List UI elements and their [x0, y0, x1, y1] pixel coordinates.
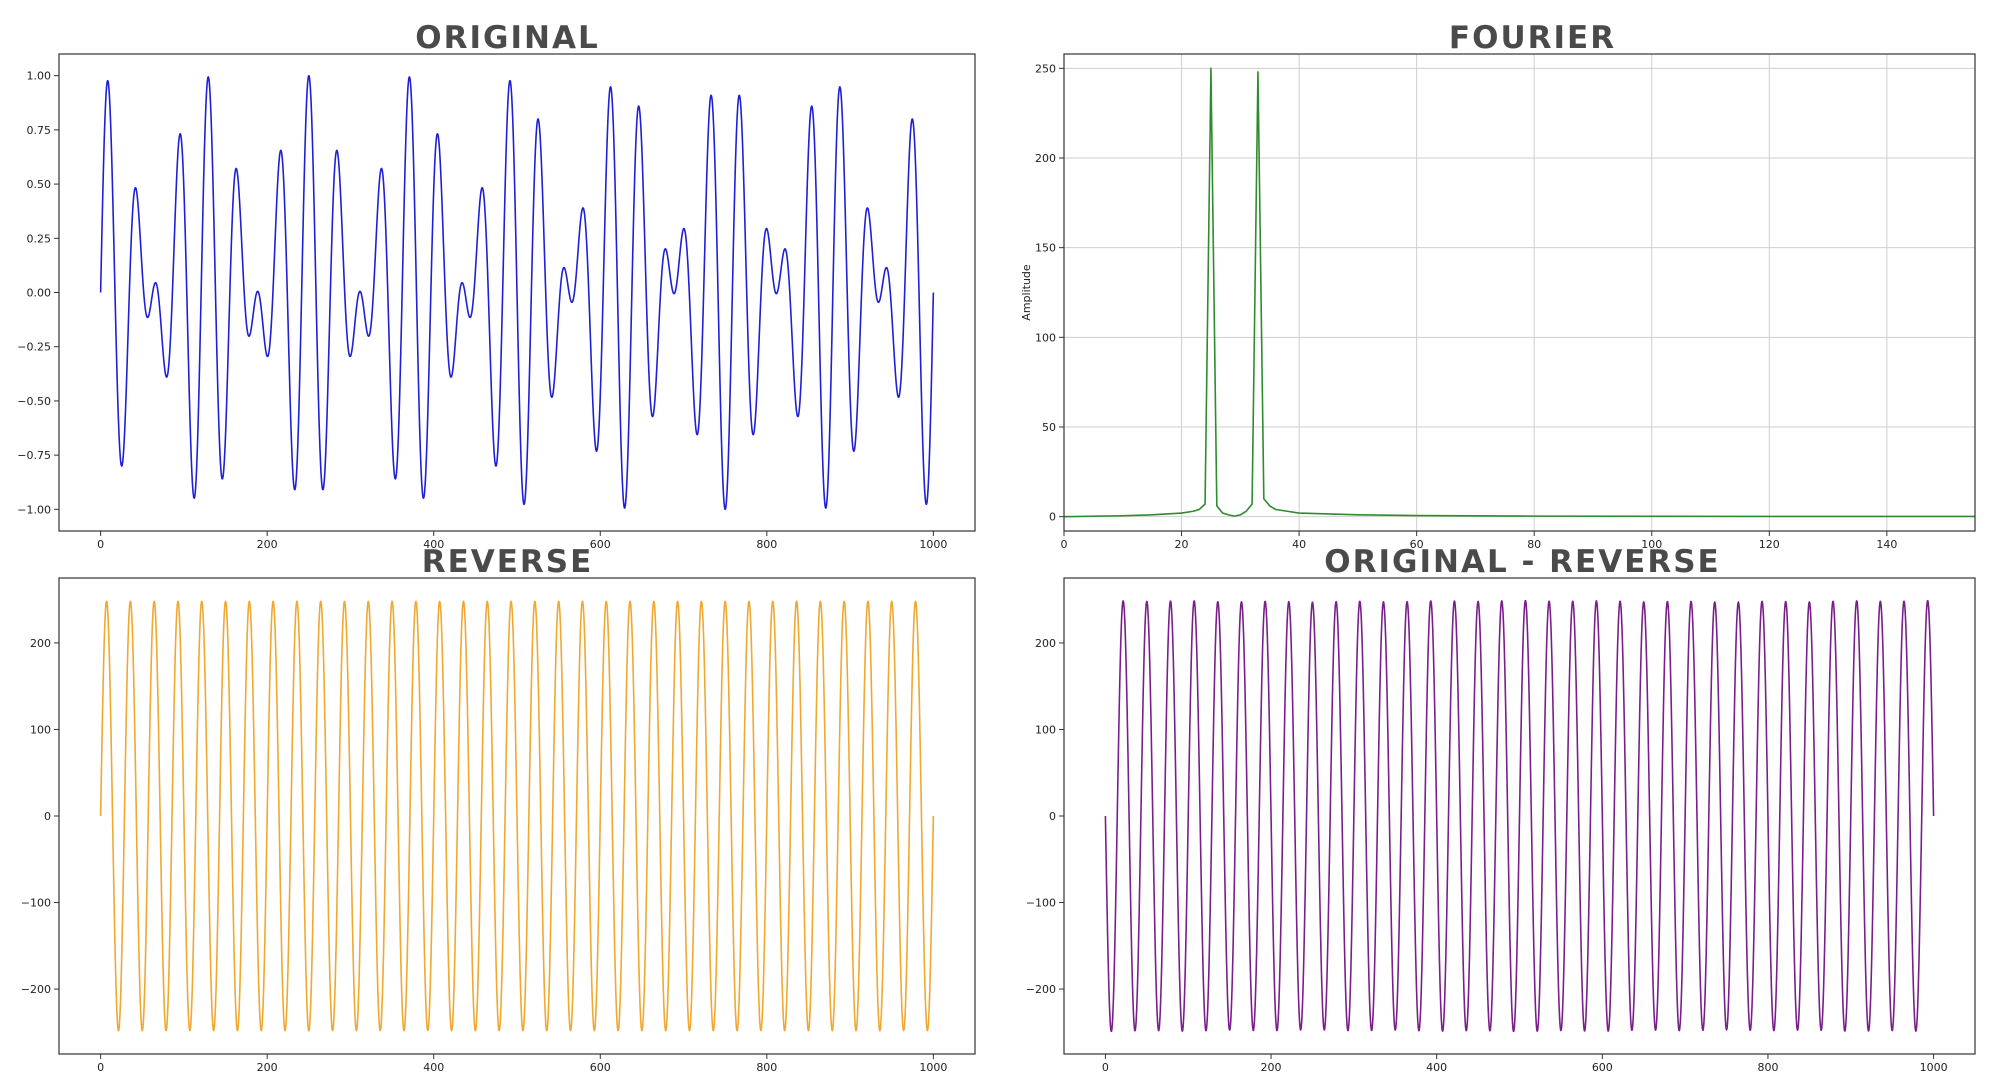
y-tick-label: 150 — [1035, 242, 1056, 255]
x-tick-label: 400 — [1426, 1061, 1447, 1074]
y-tick-label: −100 — [21, 897, 51, 910]
series-line — [1104, 599, 1935, 1033]
y-tick-label: −0.50 — [17, 395, 51, 408]
plot-frame — [1063, 53, 1976, 532]
x-tick-label: 200 — [257, 538, 278, 551]
x-tick-label: 0 — [1061, 538, 1068, 551]
x-tick-label: 1000 — [1920, 1061, 1948, 1074]
y-axis-label: Amplitude — [1020, 264, 1033, 321]
x-tick-label: 600 — [590, 1061, 611, 1074]
chart-plot-area: 0 20 40 60 80 100 120 140 0 50 100 150 200 250 Amplitu… — [1020, 53, 1976, 551]
y-tick-label: 50 — [1042, 421, 1056, 434]
series-line — [1063, 67, 1975, 518]
y-tick-label: 0.75 — [27, 124, 52, 137]
y-tick-label: 200 — [30, 637, 51, 650]
chart-panel-original: ORIGINAL 0 200 400 600 800 1000 −1.00 −0.75 −0.5… — [0, 0, 1000, 551]
y-tick-label: 0.25 — [27, 232, 52, 245]
chart-plot-area: 0 200 400 600 800 1000 −200 −100 0 100 200 — [1026, 577, 1976, 1074]
x-tick-label: 0 — [97, 538, 104, 551]
series-line — [99, 600, 935, 1032]
y-tick-label: −0.75 — [17, 449, 51, 462]
chart-plot-area: 0 200 400 600 800 1000 −1.00 −0.75 −0.50 −0.25 0.0… — [17, 53, 976, 551]
y-tick-label: 200 — [1035, 152, 1056, 165]
x-tick-label: 600 — [1592, 1061, 1613, 1074]
y-tick-label: 0.00 — [27, 287, 52, 300]
y-tick-label: 100 — [1035, 331, 1056, 344]
chart-panel-reverse: REVERSE 0 200 400 600 800 1000 −200 −100 0 100 200 — [0, 544, 1000, 1089]
chart-title: REVERSE — [421, 544, 594, 580]
y-tick-label: 0 — [1049, 511, 1056, 524]
y-tick-label: 100 — [30, 723, 51, 736]
y-tick-label: 200 — [1035, 637, 1056, 650]
chart-panel-fourier: FOURIER 0 20 40 60 80 100 120 140 0 50 100 150 200 25… — [1000, 0, 2000, 551]
chart-title: ORIGINAL - REVERSE — [1324, 544, 1721, 580]
y-tick-label: 0 — [1049, 810, 1056, 823]
x-tick-label: 600 — [590, 538, 611, 551]
x-tick-label: 140 — [1876, 538, 1897, 551]
y-tick-label: 1.00 — [27, 70, 52, 83]
x-tick-label: 40 — [1292, 538, 1306, 551]
y-tick-label: 100 — [1035, 723, 1056, 736]
x-tick-label: 800 — [756, 538, 777, 551]
x-tick-label: 0 — [1102, 1061, 1109, 1074]
x-tick-label: 800 — [1757, 1061, 1778, 1074]
chart-title: FOURIER — [1448, 20, 1617, 56]
x-tick-label: 1000 — [919, 538, 947, 551]
chart-plot-area: 0 200 400 600 800 1000 −200 −100 0 100 200 — [21, 577, 976, 1074]
y-tick-label: 0 — [44, 810, 51, 823]
x-tick-label: 120 — [1759, 538, 1780, 551]
x-tick-label: 0 — [97, 1061, 104, 1074]
series-line — [99, 74, 935, 511]
x-tick-label: 1000 — [919, 1061, 947, 1074]
y-tick-label: 250 — [1035, 62, 1056, 75]
x-tick-label: 200 — [257, 1061, 278, 1074]
x-tick-label: 100 — [1641, 538, 1662, 551]
y-tick-label: −0.25 — [17, 341, 51, 354]
y-tick-label: −200 — [1026, 983, 1056, 996]
x-tick-label: 200 — [1261, 1061, 1282, 1074]
chart-panel-original-minus-reverse: ORIGINAL - REVERSE 0 200 400 600 800 1000 −200… — [1000, 544, 2000, 1089]
x-tick-label: 400 — [423, 538, 444, 551]
y-tick-label: −200 — [21, 983, 51, 996]
y-tick-label: 0.50 — [27, 178, 52, 191]
x-tick-label: 80 — [1527, 538, 1541, 551]
x-tick-label: 60 — [1410, 538, 1424, 551]
y-tick-label: −100 — [1026, 897, 1056, 910]
x-tick-label: 400 — [423, 1061, 444, 1074]
y-tick-label: −1.00 — [17, 503, 51, 516]
x-tick-label: 800 — [756, 1061, 777, 1074]
chart-title: ORIGINAL — [415, 20, 600, 56]
x-tick-label: 20 — [1175, 538, 1189, 551]
